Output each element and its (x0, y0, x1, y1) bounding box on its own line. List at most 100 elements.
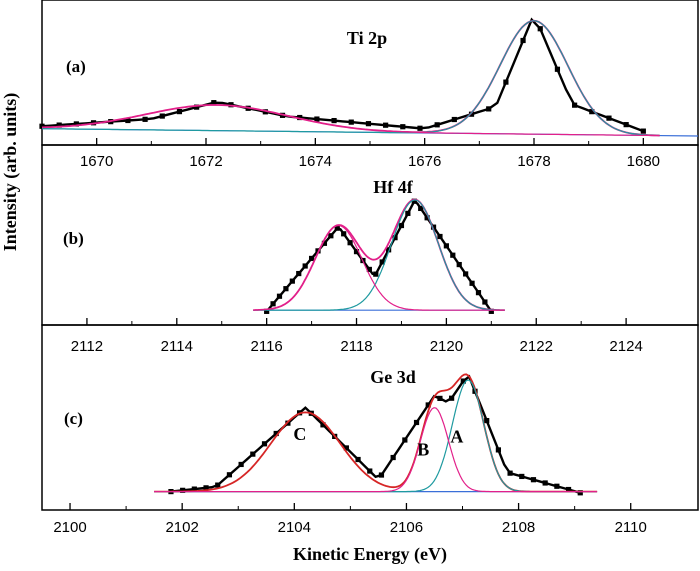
panel-a-data-point (572, 102, 578, 108)
panel-a-data-point (434, 122, 440, 128)
panel-a-component-line-3 (41, 104, 660, 137)
panel-b-ticks: 2112 2114 2116 2118 2120 2122 2124 (71, 318, 643, 355)
panel-c-data-point (390, 454, 396, 461)
panel-b-data-point (411, 198, 417, 204)
panel-c-data-point (402, 437, 408, 443)
panel-b-data-point (469, 280, 475, 286)
panel-a-component-line-2 (42, 20, 660, 137)
panel-a-data-point (400, 124, 406, 130)
panel-c-data-point (484, 417, 490, 424)
panel-c-data-point (460, 378, 466, 384)
panel-c-data-point (320, 422, 326, 428)
panel-b-data-point (366, 266, 372, 273)
panel-b-data-point (321, 240, 328, 246)
panel-c-title: Ge 3d (370, 367, 416, 387)
panel-b-data-point (334, 225, 340, 231)
panel-c-tick-label: 2104 (278, 519, 311, 536)
panel-b-data-point (264, 308, 270, 314)
panel-b-data-point (373, 271, 379, 277)
panel-c-envelope-line-1 (154, 373, 598, 493)
panel-a-tick-label: 1670 (80, 153, 113, 170)
panel-b-data-point (283, 286, 289, 292)
panel-a-data-point (537, 26, 543, 32)
panel-a-data-point (451, 116, 457, 123)
panel-a-data-point (417, 125, 423, 131)
panel-c-peak-labels: CBA (293, 424, 463, 460)
panel-b-data-point (302, 263, 308, 269)
panel-a-data-point (348, 119, 354, 125)
panel-c-tick-label: 2100 (53, 519, 86, 536)
x-axis-label: Kinetic Energy (eV) (293, 544, 447, 565)
panel-a-title: Ti 2p (347, 28, 387, 48)
panel-c-data-point (519, 473, 525, 480)
panel-a-data-point (383, 122, 389, 128)
panel-c-data-point (449, 395, 455, 401)
panel-a-tick-label: 1672 (189, 153, 222, 170)
panel-c-data-point (215, 482, 221, 488)
panel-b-tick-label: 2118 (340, 338, 372, 355)
panel-c-frame (41, 324, 699, 511)
panel-c-ticks: 2100 2102 2104 2106 2108 2110 (53, 503, 647, 536)
panel-b-data-point (276, 293, 283, 299)
panel-b-data-point (430, 224, 437, 230)
panel-a-letter: (a) (66, 57, 86, 76)
panel-a-data-point (211, 100, 217, 106)
panel-a-tick-label: 1676 (408, 153, 441, 170)
panel-b-letter: (b) (63, 229, 84, 248)
panel-b-data-point (475, 290, 482, 296)
panel-c-data-point (273, 430, 279, 437)
panel-a-ticks: 1670 1672 1674 1676 1678 1680 (80, 138, 660, 170)
panel-b-data-point (308, 255, 315, 262)
panel-a-tick-label: 1678 (517, 153, 550, 170)
panel-b-curves (253, 198, 505, 314)
panel-a-tick-label: 1680 (627, 153, 660, 170)
panel-b-data-point (456, 261, 462, 268)
panel-a-tick-label: 1674 (299, 153, 332, 170)
panel-b-tick-label: 2112 (71, 338, 103, 355)
panel-b-data-point (379, 259, 385, 265)
panel-b-data-point (424, 215, 430, 221)
panel-a-data-point (159, 113, 165, 119)
panel-a-data-point (520, 37, 526, 44)
peak-label-c: C (293, 424, 306, 444)
panel-b-data-point (488, 308, 494, 314)
panel-b-data-point (482, 299, 488, 305)
panel-a-data-point (176, 109, 183, 115)
panel-c-data-point (437, 395, 443, 401)
panel-c-data-point (413, 419, 420, 426)
peak-label-b: B (417, 440, 429, 460)
panel-b-data-point (353, 249, 360, 255)
panel-b-data-point (341, 231, 347, 237)
panel-b-tick-label: 2116 (251, 338, 283, 355)
panel-c-curves (154, 373, 598, 496)
panel-c-data-point (355, 456, 361, 463)
panel-b-data-point (270, 301, 276, 307)
panel-c-data-point (542, 480, 548, 486)
panel-c-data-point (180, 487, 186, 493)
panel-b: (b) Hf 4f 2112 2114 2116 2118 2120 2122 2124 (41, 144, 699, 355)
panel-c-data-line (170, 374, 581, 494)
y-axis-label: Intensity (arb. units) (0, 93, 21, 252)
panel-a-data-point (589, 109, 595, 115)
panel-a-data-point (314, 116, 320, 122)
panel-a-data-point (142, 116, 148, 122)
panel-c-data-point (577, 490, 583, 496)
panel-b-component-line-3 (253, 224, 505, 311)
panel-c-data-point (343, 445, 349, 451)
panel-c-tick-label: 2106 (390, 519, 423, 536)
panel-b-frame (41, 144, 699, 326)
panel-a-data-point (297, 114, 303, 121)
panel-b-data-point (328, 233, 334, 239)
panel-a-data-point (194, 104, 200, 110)
panel-b-title: Hf 4f (373, 177, 413, 197)
panel-c-data-point (238, 461, 244, 468)
panel-b-data-point (386, 247, 392, 253)
panel-c-data-point (367, 468, 373, 474)
panel-b-data-point (347, 240, 353, 246)
panel-b-data-point (289, 278, 295, 284)
panel-a-data-point (503, 79, 509, 85)
panel-c-data-point (378, 472, 385, 478)
panel-c-component-line-2 (154, 379, 598, 493)
panel-a-curves (39, 17, 699, 137)
